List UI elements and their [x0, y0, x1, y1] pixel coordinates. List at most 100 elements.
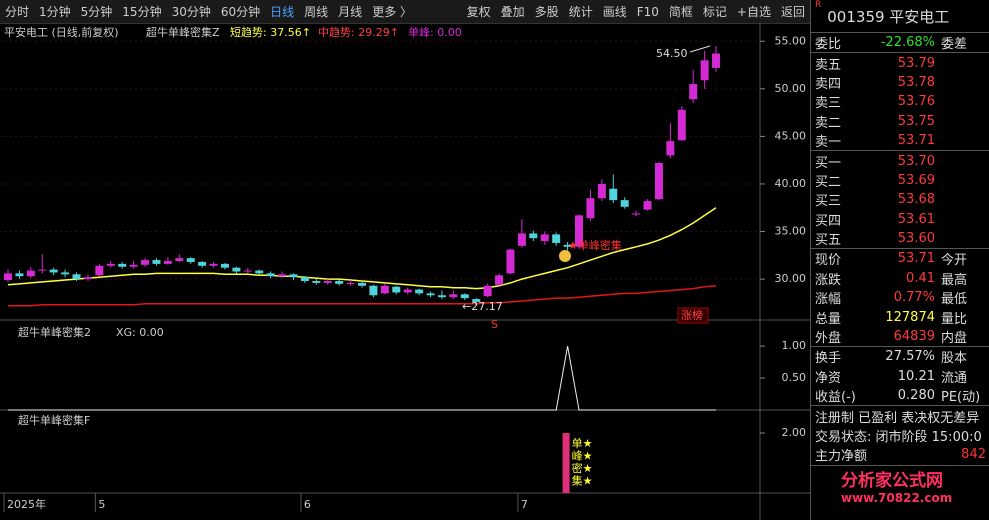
value: 53.68	[897, 192, 935, 208]
value: 0.41	[906, 270, 935, 286]
watermark: 分析家公式网 www.70822.com	[811, 466, 989, 506]
label: 净资	[815, 370, 842, 386]
value: 27.57%	[885, 349, 935, 365]
candle-body	[529, 233, 538, 239]
x-tick-label: 7	[521, 498, 528, 511]
tab[interactable]: 周线	[304, 5, 329, 19]
toolbar-button[interactable]: 多股	[534, 5, 559, 19]
y-tick-label: 2.00	[782, 426, 807, 439]
candle-body	[575, 215, 583, 247]
high-label: 54.50	[656, 47, 688, 60]
toolbar-button[interactable]: F10	[636, 4, 659, 19]
label: 卖五	[815, 57, 842, 73]
watermark-name: 分析家公式网	[841, 470, 943, 491]
watermark-url: www.70822.com	[841, 490, 953, 505]
title-text: 平安电工 (日线,前复权)	[4, 25, 119, 39]
stock-name: 001359 平安电工	[827, 7, 950, 26]
quote-panel: R 001359 平安电工 委比 -22.68% 委差 卖五 53.79 卖四 53.78 卖三 5…	[810, 0, 989, 520]
chart-canvas: 平安电工 (日线,前复权) 超牛单峰密集Z 短趋势: 37.56↑ 中趋势: 29.2…	[0, 23, 810, 520]
candle-body	[369, 285, 378, 296]
label: 买一	[815, 155, 842, 171]
quote-block: 卖五 53.79 卖四 53.78 卖三 53.76 卖二 53.75 卖一 53.71	[811, 53, 989, 152]
tab[interactable]: 日线	[270, 5, 295, 19]
candle-body	[266, 273, 275, 277]
label: 主力净额	[815, 449, 868, 465]
tags: 注册制 已盈利 表决权无差异	[811, 406, 989, 426]
toolbar-button[interactable]: 简框	[668, 5, 693, 19]
value: 53.75	[897, 113, 935, 129]
label: 收益(-)	[815, 390, 856, 406]
toolbar-button[interactable]: 标记	[702, 5, 727, 19]
flag: R	[815, 0, 822, 10]
tab[interactable]: 15分钟	[122, 5, 162, 19]
quote-row: 买二 53.69	[811, 171, 989, 190]
value: -22.68%	[880, 35, 935, 51]
toolbar-button[interactable]: 复权	[466, 5, 491, 19]
quote-row: 卖二 53.75	[811, 112, 989, 131]
y-tick-label: 55.00	[775, 34, 807, 47]
toolbar-button[interactable]: 画线	[602, 5, 627, 19]
ma-line	[8, 285, 717, 307]
title-text: 超牛单峰密集Z	[146, 25, 220, 39]
label2: 最低	[941, 292, 968, 308]
xg-line	[8, 346, 716, 411]
quote-block: 现价 53.71 今开 涨跌 0.41 最高 涨幅 0.77% 最低 总量 127874 量比 外盘 64…	[811, 249, 989, 348]
quote-row: 现价 53.71 今开	[811, 249, 989, 268]
candle-body	[609, 188, 618, 201]
quote-block: 委比 -22.68% 委差	[811, 33, 989, 54]
candle-body	[61, 272, 70, 275]
candle-body	[106, 263, 115, 266]
quote-row: 买一 53.70	[811, 151, 989, 171]
candle-body	[415, 289, 424, 294]
candle-body	[198, 261, 207, 266]
candle-body	[209, 263, 218, 266]
toolbar-button[interactable]: +自选	[736, 5, 771, 19]
toolbar-button[interactable]: 返回	[780, 5, 805, 19]
candle-body	[335, 280, 344, 284]
tab[interactable]: 30分钟	[171, 5, 211, 19]
toolbar-button[interactable]: 叠加	[500, 5, 525, 19]
value: 0.280	[897, 388, 935, 404]
value: 53.70	[897, 153, 935, 169]
value: 53.78	[897, 74, 935, 90]
y-tick-label: 0.50	[782, 371, 807, 384]
y-tick-label: 50.00	[775, 82, 807, 95]
candle-body	[472, 299, 481, 302]
label: 买三	[815, 194, 842, 210]
tab[interactable]: 更多 〉	[372, 5, 413, 19]
label2: 量比	[941, 311, 968, 327]
toolbar-button[interactable]: 统计	[568, 5, 593, 19]
tab[interactable]: 60分钟	[220, 5, 261, 19]
tab[interactable]: 月线	[338, 5, 363, 19]
tab[interactable]: 5分钟	[80, 5, 113, 19]
tab[interactable]: 1分钟	[39, 5, 71, 19]
star-label: 单★	[572, 437, 593, 450]
y-tick-label: 1.00	[782, 339, 807, 352]
toolbar: 分时 1分钟 5分钟 15分钟 30分钟 60分钟 日线 周线 月线 更多 〉 复权 叠加 多股 统计 画线…	[0, 0, 810, 24]
candle-body	[426, 293, 435, 296]
candle-body	[220, 263, 229, 268]
tab[interactable]: 分时	[5, 5, 30, 19]
candle-body	[632, 213, 641, 215]
panel-title: 超牛单峰密集2	[18, 325, 91, 339]
candle-body	[540, 234, 549, 242]
label: 现价	[815, 253, 842, 269]
label2: 委差	[941, 37, 968, 53]
label2: PE(动)	[941, 390, 981, 406]
candle-body	[597, 183, 606, 199]
candle-body	[666, 141, 675, 156]
star-label: 峰★	[572, 450, 593, 463]
candle-body	[552, 234, 561, 243]
label: 买四	[815, 213, 842, 229]
y-tick-label: 30.00	[775, 272, 807, 285]
quote-row: 买三 53.68	[811, 190, 989, 209]
candle-body	[49, 269, 58, 273]
candle-body	[700, 60, 709, 81]
candle-body	[175, 258, 184, 262]
quote-header: R 001359 平安电工	[811, 0, 989, 33]
quote-row: 委比 -22.68% 委差	[811, 33, 989, 52]
quote-row: 买五 53.60	[811, 229, 989, 248]
y-tick-label: 35.00	[775, 225, 807, 238]
label: 外盘	[815, 331, 842, 347]
candle-body	[72, 274, 81, 280]
